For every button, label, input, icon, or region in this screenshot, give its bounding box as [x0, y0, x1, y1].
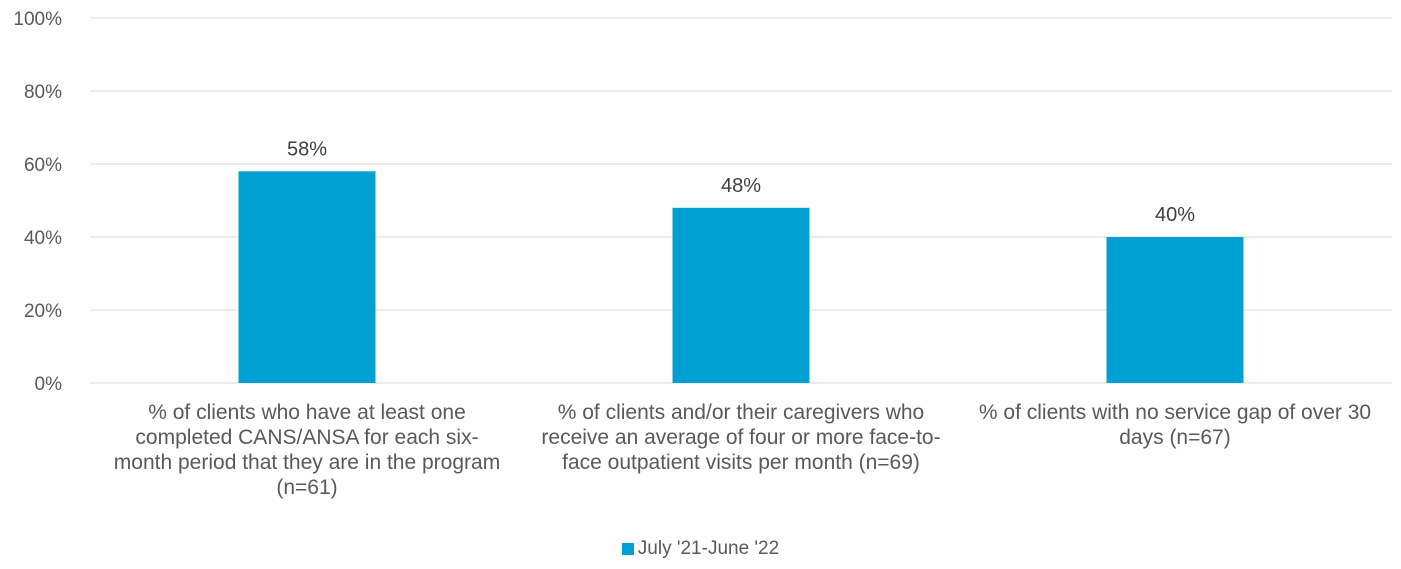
data-label: 40%: [1155, 204, 1195, 226]
y-tick-label: 60%: [24, 155, 62, 176]
legend: July '21-June '22: [0, 538, 1401, 560]
data-labels: 58% 48% 40%: [287, 138, 1195, 226]
x-category-label: % of clients who have at least one compl…: [113, 401, 501, 499]
data-label: 58%: [287, 138, 327, 160]
x-category-label: % of clients and/or their caregivers who…: [541, 401, 941, 474]
legend-label: July '21-June '22: [637, 538, 780, 559]
y-tick-label: 80%: [24, 82, 62, 103]
y-axis-ticks: 0% 20% 40% 60% 80% 100%: [13, 9, 62, 395]
bar: [672, 207, 810, 383]
data-label: 48%: [721, 175, 761, 197]
x-category-label: % of clients with no service gap of over…: [978, 401, 1372, 449]
y-tick-label: 100%: [13, 9, 62, 30]
bar: [1106, 237, 1244, 383]
bar: [238, 171, 376, 383]
y-tick-label: 40%: [24, 228, 62, 249]
legend-swatch: [621, 543, 634, 555]
bars: [238, 171, 1244, 383]
y-tick-label: 20%: [24, 301, 62, 322]
y-tick-label: 0%: [35, 374, 63, 395]
